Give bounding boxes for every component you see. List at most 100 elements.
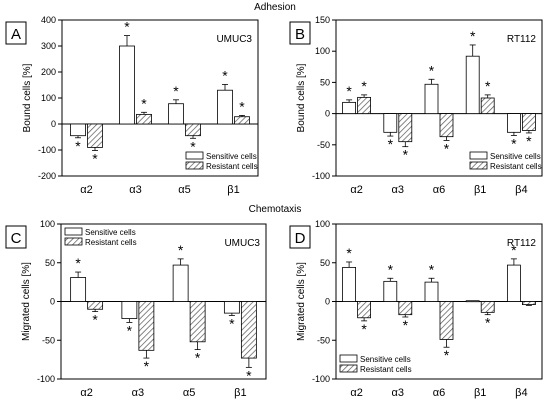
panel-a-bar-resistant: [136, 113, 152, 125]
panel-b-legend-label: Resistant cells: [490, 162, 542, 171]
chemotaxis-title: Chemotaxis: [248, 204, 302, 215]
panel-b-bar-resistant: [398, 113, 413, 143]
panel-d-bar-sensitive: [383, 280, 398, 302]
panel-b-significance-star: *: [485, 78, 491, 94]
panel-c-bar-sensitive: [223, 301, 240, 314]
panel-a-legend-swatch: [185, 151, 204, 160]
panel-d-bar-sensitive: [465, 300, 480, 303]
panel-b-ytick-label: 100: [315, 46, 330, 56]
panel-a-bar-resistant: [87, 123, 103, 148]
panel-a-ytick-label: -200: [38, 171, 56, 181]
panel-b-significance-star: *: [361, 78, 367, 94]
panel-d-significance-star: *: [361, 321, 367, 337]
panel-d-category-label: α6: [433, 387, 445, 399]
panel-d-cell-line: RT112: [507, 238, 537, 249]
panel-b-legend-swatch: [469, 151, 488, 160]
panel-a-ytick-label: 400: [41, 15, 56, 25]
panel-b-letter: B: [295, 26, 305, 43]
panel-d-significance-star: *: [403, 317, 409, 333]
panel-a-category-label: α5: [178, 184, 190, 196]
panel-b-letter-box: [289, 21, 311, 45]
panel-d-significance-star: *: [511, 242, 517, 258]
panel-b-significance-star: *: [526, 133, 532, 149]
panel-c-cell-line: UMUC3: [224, 238, 260, 249]
panel-c-bar-resistant: [138, 301, 155, 351]
panel-b-bar-sensitive: [465, 55, 480, 115]
panel-c-significance-star: *: [178, 242, 184, 258]
panel-b-category-label: α6: [433, 184, 445, 196]
panel-d-bar-resistant: [522, 301, 536, 305]
panel-b-legend-swatch: [469, 161, 488, 170]
panel-c-bar-sensitive: [121, 301, 138, 319]
panel-c-letter-box: [5, 225, 27, 249]
panel-a-bar-sensitive: [168, 103, 184, 125]
panel-c-legend-swatch: [64, 237, 83, 246]
panel-d-bar-sensitive: [506, 264, 521, 302]
panel-d-bar-resistant: [480, 301, 495, 313]
panel-a-significance-star: *: [222, 67, 228, 83]
panel-a-category-label: α3: [129, 184, 141, 196]
panel-d-ytick-label: -100: [312, 374, 330, 384]
panel-c-bar-resistant: [189, 301, 206, 343]
panel-a-ytick-label: 300: [41, 41, 56, 51]
panel-a-legend-label: Sensitive cells: [206, 152, 257, 161]
panel-c-legend-label: Sensitive cells: [85, 228, 136, 237]
panel-c-ytick-label: 0: [50, 297, 55, 307]
panel-c-bar-resistant: [87, 301, 104, 310]
panel-d-significance-star: *: [444, 347, 450, 363]
panel-c-category-label: α5: [183, 387, 195, 399]
panel-a-legend-label: Resistant cells: [206, 162, 258, 171]
panel-b-significance-star: *: [511, 135, 517, 151]
panel-c-significance-star: *: [127, 322, 133, 338]
panel-a-cell-line: UMUC3: [216, 34, 252, 45]
panel-a-bar-resistant: [234, 116, 250, 125]
panel-b-category-label: β4: [515, 184, 527, 196]
panel-a-category-label: α2: [80, 184, 92, 196]
panel-a-ytick-label: 100: [41, 93, 56, 103]
panel-a-ylabel: Bound cells [%]: [22, 63, 33, 132]
panel-d-significance-star: *: [346, 245, 352, 261]
panel-b-significance-star: *: [403, 147, 409, 163]
panel-d-ylabel: Migrated cells [%]: [296, 262, 307, 341]
panel-b-category-label: α3: [392, 184, 404, 196]
panel-b-bar-sensitive: [342, 101, 357, 114]
panel-d-ytick-label: -50: [317, 335, 330, 345]
panel-b-legend-label: Sensitive cells: [490, 152, 541, 161]
panel-c-significance-star: *: [195, 350, 201, 366]
panel-d-ytick-label: 50: [320, 258, 330, 268]
panel-a-ytick-label: 0: [51, 119, 56, 129]
panel-b-significance-star: *: [470, 28, 476, 44]
panel-a-letter: A: [11, 26, 21, 43]
panel-d-bar-sensitive: [342, 266, 357, 302]
panel-d-ytick-label: 100: [315, 219, 330, 229]
panel-d-category-label: β1: [474, 387, 486, 399]
panel-b-cell-line: RT112: [507, 34, 537, 45]
panel-b-bar-sensitive: [506, 113, 521, 133]
panel-a-significance-star: *: [173, 83, 179, 99]
panel-a-bar-sensitive: [217, 89, 233, 125]
panel-d-legend-label: Resistant cells: [360, 365, 412, 374]
panel-a-ytick-label: 200: [41, 67, 56, 77]
panel-b-significance-star: *: [429, 62, 435, 78]
panel-d-legend-swatch: [339, 364, 358, 373]
panel-a-significance-star: *: [239, 98, 245, 114]
panel-c-ytick-label: -50: [42, 335, 55, 345]
panel-d-significance-star: *: [485, 315, 491, 331]
panel-c-bar-sensitive: [172, 264, 189, 302]
panel-b-ytick-label: -50: [317, 140, 330, 150]
panel-c-ytick-label: 100: [40, 219, 55, 229]
panel-c-ytick-label: 50: [45, 258, 55, 268]
panel-a-letter-box: [5, 21, 27, 45]
panel-a-significance-star: *: [124, 19, 130, 35]
panel-c-legend-swatch: [64, 227, 83, 236]
panel-d-category-label: α2: [350, 387, 362, 399]
panel-d-bar-resistant: [398, 301, 413, 316]
panel-a-category-label: β1: [227, 184, 239, 196]
panel-d-category-label: α3: [392, 387, 404, 399]
panel-b-ylabel: Bound cells [%]: [296, 63, 307, 132]
panel-a-bar-resistant: [185, 123, 201, 137]
panel-c-ytick-label: -100: [37, 374, 55, 384]
panel-c-bar-resistant: [240, 301, 257, 359]
panel-c-significance-star: *: [246, 367, 252, 383]
